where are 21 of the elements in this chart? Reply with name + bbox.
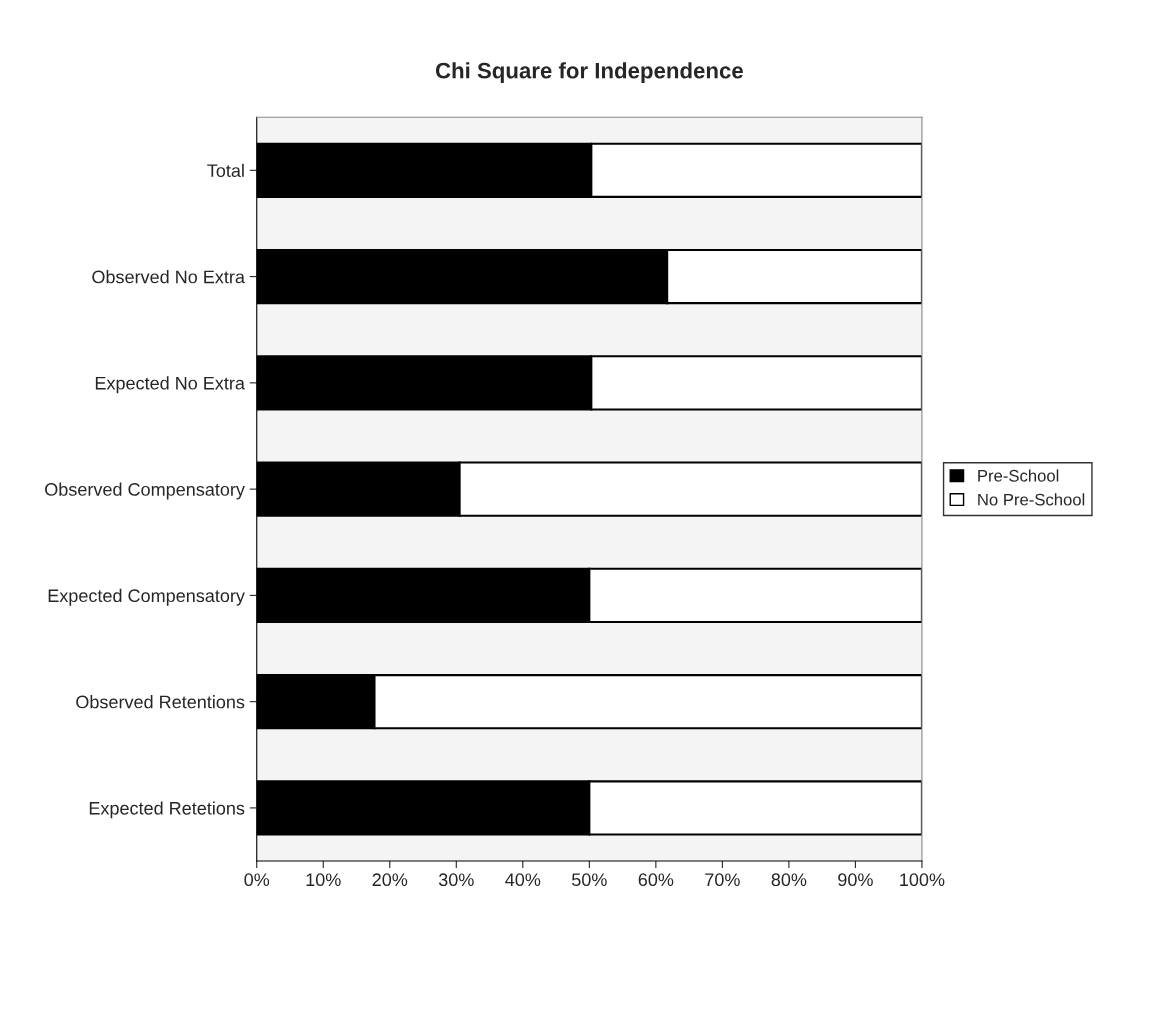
x-tick-label: 70% — [705, 873, 740, 887]
y-tick-label: Expected No Extra — [95, 376, 245, 394]
x-tick-label: 20% — [372, 873, 408, 887]
x-tick-label: 0% — [244, 873, 270, 887]
y-tick-label: Observed Retentions — [76, 695, 245, 709]
y-tick-label: Expected Compensatory — [48, 588, 245, 606]
x-tick-label: 90% — [838, 873, 873, 887]
x-tick-label: 40% — [505, 873, 541, 887]
y-tick-label: Total — [207, 163, 244, 178]
x-tick-label: 60% — [638, 873, 674, 887]
x-tick-label: 10% — [306, 873, 341, 887]
y-tick-label: Observed Compensatory — [45, 482, 245, 500]
y-tick-label: Expected Retetions — [89, 801, 245, 819]
x-tick-label: 30% — [438, 873, 474, 887]
legend-label: Pre-School — [978, 469, 1059, 482]
x-tick-label: 100% — [900, 873, 945, 887]
legend-label: No Pre-School — [978, 493, 1085, 506]
x-tick-label: 80% — [771, 873, 807, 887]
y-tick-label: Observed No Extra — [92, 270, 245, 284]
chart-title: Chi Square for Independence — [435, 62, 743, 83]
x-tick-label: 50% — [571, 873, 607, 887]
